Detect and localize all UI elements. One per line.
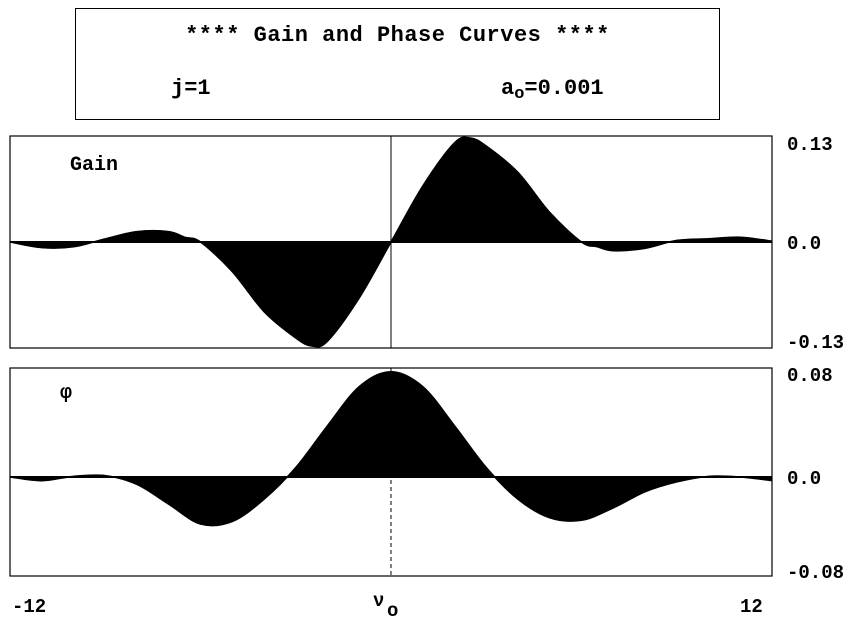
gain-ytick-label: 0.0 (787, 233, 821, 255)
phase-panel-label: φ (60, 382, 72, 405)
j-label: j=1 (171, 76, 211, 101)
a-label: ao=0.001 (501, 76, 604, 104)
xtick-label-nu0-subscript: o (387, 600, 398, 619)
gain-panel-label: Gain (70, 154, 118, 177)
phase-ytick-label: -0.08 (787, 562, 844, 584)
phase-ytick-label: 0.0 (787, 468, 821, 490)
header-box: **** Gain and Phase Curves **** j=1 ao=0… (75, 8, 720, 120)
phase-ytick-label: 0.08 (787, 365, 833, 387)
xtick-label-max: 12 (740, 596, 763, 618)
phase-curve (9, 370, 773, 527)
a-value: =0.001 (524, 76, 604, 101)
page-title: **** Gain and Phase Curves **** (185, 23, 610, 48)
a-subscript: o (514, 85, 525, 104)
gain-ytick-label: 0.13 (787, 134, 833, 156)
gain-ytick-label: -0.13 (787, 332, 844, 354)
a-prefix: a (501, 76, 515, 101)
xtick-label-nu0: ν (373, 590, 384, 612)
xtick-label-min: -12 (12, 596, 46, 618)
